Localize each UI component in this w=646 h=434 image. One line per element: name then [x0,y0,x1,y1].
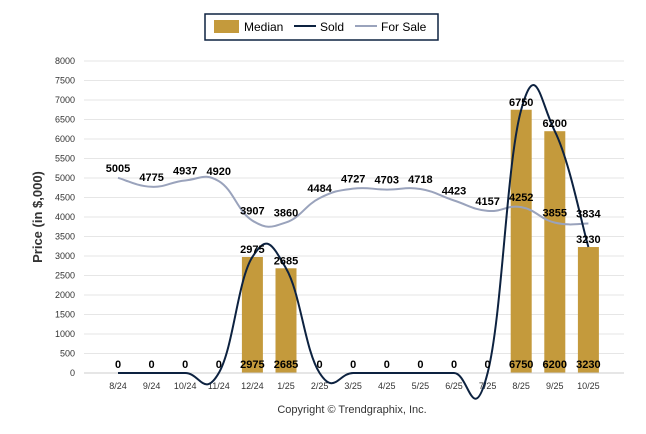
label-sold: 6750 [509,97,533,109]
label-for-sale: 4937 [173,165,197,177]
x-tick-label: 9/24 [143,381,161,391]
label-for-sale: 4775 [139,172,163,184]
legend: Median Sold For Sale [204,13,439,41]
legend-median-swatch [214,20,239,33]
x-tick-label: 9/25 [546,381,564,391]
y-tick-label: 4000 [55,212,75,222]
label-median: 3230 [576,359,600,371]
x-tick-label: 4/25 [378,381,396,391]
x-tick-label: 1/25 [277,381,295,391]
y-axis: 0 500 1000 1500 2000 2500 3000 3500 4000 4500 5000… [55,56,75,378]
bar-median [275,268,297,373]
bar-median [510,109,532,373]
label-for-sale: 3855 [543,208,567,220]
x-tick-label: 11/24 [208,381,230,391]
x-tick-label: 3/25 [344,381,362,391]
data-labels: 5005 4775 4937 4920 3907 3860 4484 4727 4703 4718… [106,97,602,371]
label-median: 2685 [274,359,298,371]
bar-median [241,256,263,373]
grid-lines [84,60,624,374]
bar-median [544,131,566,373]
y-tick-label: 5000 [55,173,75,183]
y-tick-label: 6500 [55,115,75,125]
legend-box [204,13,439,41]
y-axis-title: Price (in $,000) [30,171,45,263]
y-tick-label: 3500 [55,232,75,242]
label-median: 6200 [543,359,567,371]
y-tick-label: 500 [60,349,75,359]
label-for-sale: 4727 [341,174,365,186]
x-axis: 8/24 9/24 10/24 11/24 12/24 1/25 2/25 3/25 4/25 5… [84,372,624,391]
label-sold: 0 [317,359,323,371]
label-sold: 0 [182,359,188,371]
x-tick-label: 5/25 [412,381,430,391]
label-median: 2975 [240,359,264,371]
x-tick-label: 6/25 [445,381,463,391]
x-tick-label: 8/25 [512,381,530,391]
copyright-text: Copyright © Trendgraphix, Inc. [277,404,426,416]
label-for-sale: 4423 [442,186,466,198]
y-tick-label: 2000 [55,290,75,300]
label-for-sale: 4157 [475,196,499,208]
x-tick-label: 7/25 [479,381,497,391]
y-tick-label: 1500 [55,310,75,320]
y-tick-label: 5500 [55,154,75,164]
label-for-sale: 3907 [240,206,264,218]
y-tick-label: 0 [70,368,75,378]
line-sold [118,83,590,400]
label-sold: 0 [451,359,457,371]
legend-sold-label: Sold [320,20,344,34]
line-for-sale [117,175,589,228]
line-series [117,83,590,400]
legend-median-label: Median [244,20,283,34]
label-sold: 0 [115,359,121,371]
y-tick-label: 8000 [55,56,75,66]
label-sold: 0 [384,359,390,371]
x-tick-label: 12/24 [241,381,264,391]
label-sold: 0 [485,359,491,371]
x-tick-label: 10/24 [174,381,197,391]
y-tick-label: 3000 [55,251,75,261]
bar-series-median [241,109,599,373]
bar-median [577,247,599,373]
label-sold: 3230 [576,234,600,246]
label-sold: 0 [149,359,155,371]
label-for-sale: 3860 [274,207,298,219]
y-tick-label: 2500 [55,271,75,281]
label-for-sale: 4484 [307,183,332,195]
label-for-sale: 4703 [375,175,399,187]
label-for-sale: 4920 [207,166,231,178]
label-sold: 0 [350,359,356,371]
y-tick-label: 7500 [55,76,75,86]
x-tick-label: 10/25 [577,381,600,391]
label-for-sale: 5005 [106,163,130,175]
y-tick-label: 4500 [55,193,75,203]
label-sold: 0 [216,359,222,371]
x-tick-label: 2/25 [311,381,329,391]
label-sold: 6200 [543,118,567,130]
label-sold: 0 [417,359,423,371]
label-sold: 2685 [274,255,298,267]
legend-forsale-label: For Sale [381,20,427,34]
label-for-sale: 4252 [509,192,533,204]
label-for-sale: 4718 [408,174,432,186]
x-tick-label: 8/24 [109,381,127,391]
label-sold: 2975 [240,244,264,256]
label-for-sale: 3834 [576,208,601,220]
y-tick-label: 7000 [55,95,75,105]
y-tick-label: 1000 [55,329,75,339]
y-tick-label: 6000 [55,134,75,144]
label-median: 6750 [509,359,533,371]
